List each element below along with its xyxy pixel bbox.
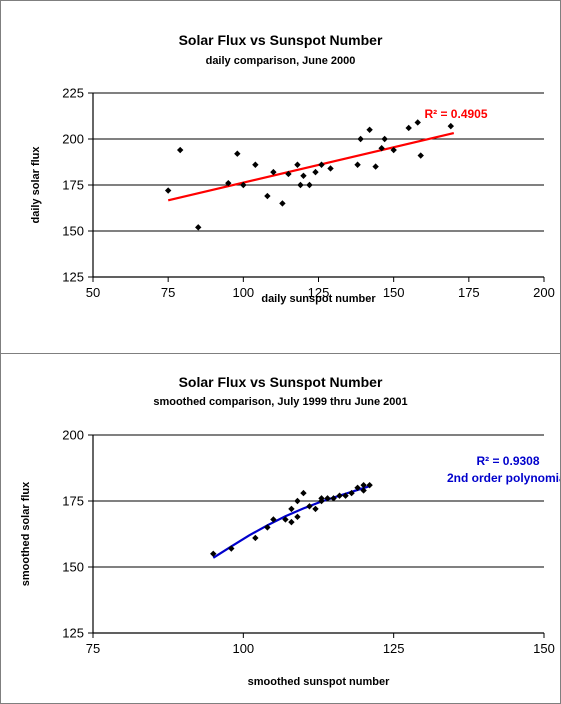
data-point: [360, 487, 367, 494]
data-point: [297, 181, 304, 189]
fit-type-label: 2nd order polynomial: [447, 471, 560, 485]
data-point: [390, 146, 397, 154]
data-point: [282, 516, 289, 523]
data-point: [264, 192, 271, 200]
data-point: [405, 124, 412, 132]
data-point: [357, 135, 364, 143]
data-point: [300, 172, 307, 179]
chart-subtitle: daily comparison, June 2000: [205, 55, 356, 67]
data-point: [378, 145, 385, 152]
chart-daily-svg: 125 150 175 200 225 50 75 100 125 150 175 200 daily …: [30, 86, 555, 306]
data-point: [318, 495, 325, 502]
chart-title: Solar Flux vs Sunspot Number: [178, 374, 383, 390]
data-point: [306, 503, 313, 510]
data-point: [240, 181, 247, 189]
x-tick-label: 200: [533, 285, 555, 300]
y-axis-label: daily solar flux: [30, 146, 42, 224]
r-squared-label: R² = 0.9308: [476, 454, 539, 468]
y-tick-label: 200: [62, 428, 84, 443]
x-tick-label: 125: [383, 641, 405, 656]
chart-smoothed-svg: 125 150 175 200 75 100 125 150 smoothed sunspot …: [20, 428, 560, 689]
y-tick-label: 200: [62, 132, 84, 147]
data-point: [417, 152, 424, 159]
data-point: [366, 126, 373, 133]
data-point: [300, 489, 307, 497]
trendline: [212, 485, 370, 559]
data-point: [294, 161, 301, 168]
data-point: [318, 161, 325, 168]
data-point: [447, 122, 454, 130]
data-point: [330, 495, 337, 502]
chart-subtitle: smoothed comparison, July 1999 thru June…: [153, 396, 408, 408]
data-point: [252, 161, 259, 168]
x-tick-label: 125: [308, 285, 330, 300]
data-point: [360, 481, 367, 489]
data-point: [279, 200, 286, 207]
data-point: [354, 484, 361, 491]
data-point: [294, 513, 301, 521]
chart-title: Solar Flux vs Sunspot Number: [178, 32, 383, 48]
data-point: [336, 492, 343, 499]
y-tick-label: 175: [62, 178, 84, 193]
x-tick-label: 175: [458, 285, 480, 300]
y-tick-label: 150: [62, 224, 84, 239]
y-tick-label: 175: [62, 494, 84, 509]
data-point: [372, 163, 379, 170]
data-point: [252, 534, 259, 542]
data-point: [324, 495, 331, 502]
x-tick-label: 75: [86, 641, 100, 656]
data-point: [164, 187, 172, 194]
data-point: [294, 497, 301, 505]
trendline: [167, 132, 455, 202]
x-axis-label: smoothed sunspot number: [248, 676, 391, 688]
data-point: [312, 168, 319, 176]
data-point: [195, 224, 202, 231]
y-tick-label: 125: [62, 270, 84, 285]
y-tick-label: 225: [62, 86, 84, 101]
r-squared-label: R² = 0.4905: [424, 107, 487, 121]
data-point: [327, 165, 334, 172]
data-point: [381, 135, 388, 143]
y-axis-label: smoothed solar flux: [20, 481, 32, 586]
data-point: [348, 489, 355, 497]
data-point: [288, 505, 295, 513]
data-point: [354, 161, 361, 168]
x-axis-label: daily sunspot number: [261, 293, 376, 305]
data-point: [176, 146, 184, 154]
data-point: [285, 170, 292, 178]
data-point: [270, 168, 277, 176]
y-tick-label: 150: [62, 560, 84, 575]
chart-panel-daily: Solar Flux vs Sunspot Number daily compa…: [0, 0, 561, 354]
data-point: [414, 119, 421, 126]
data-point: [306, 181, 313, 189]
x-tick-label: 150: [533, 641, 555, 656]
chart-panel-smoothed: Solar Flux vs Sunspot Number smoothed co…: [0, 353, 561, 704]
data-point: [228, 545, 235, 552]
x-tick-label: 75: [161, 285, 175, 300]
x-tick-label: 50: [86, 285, 100, 300]
x-tick-label: 100: [232, 641, 254, 656]
y-tick-label: 125: [62, 626, 84, 641]
data-point: [288, 518, 295, 526]
data-point: [312, 505, 319, 513]
x-tick-label: 100: [232, 285, 254, 300]
data-point: [225, 179, 232, 187]
data-point: [234, 150, 241, 157]
data-point: [366, 481, 373, 489]
x-tick-label: 150: [383, 285, 405, 300]
